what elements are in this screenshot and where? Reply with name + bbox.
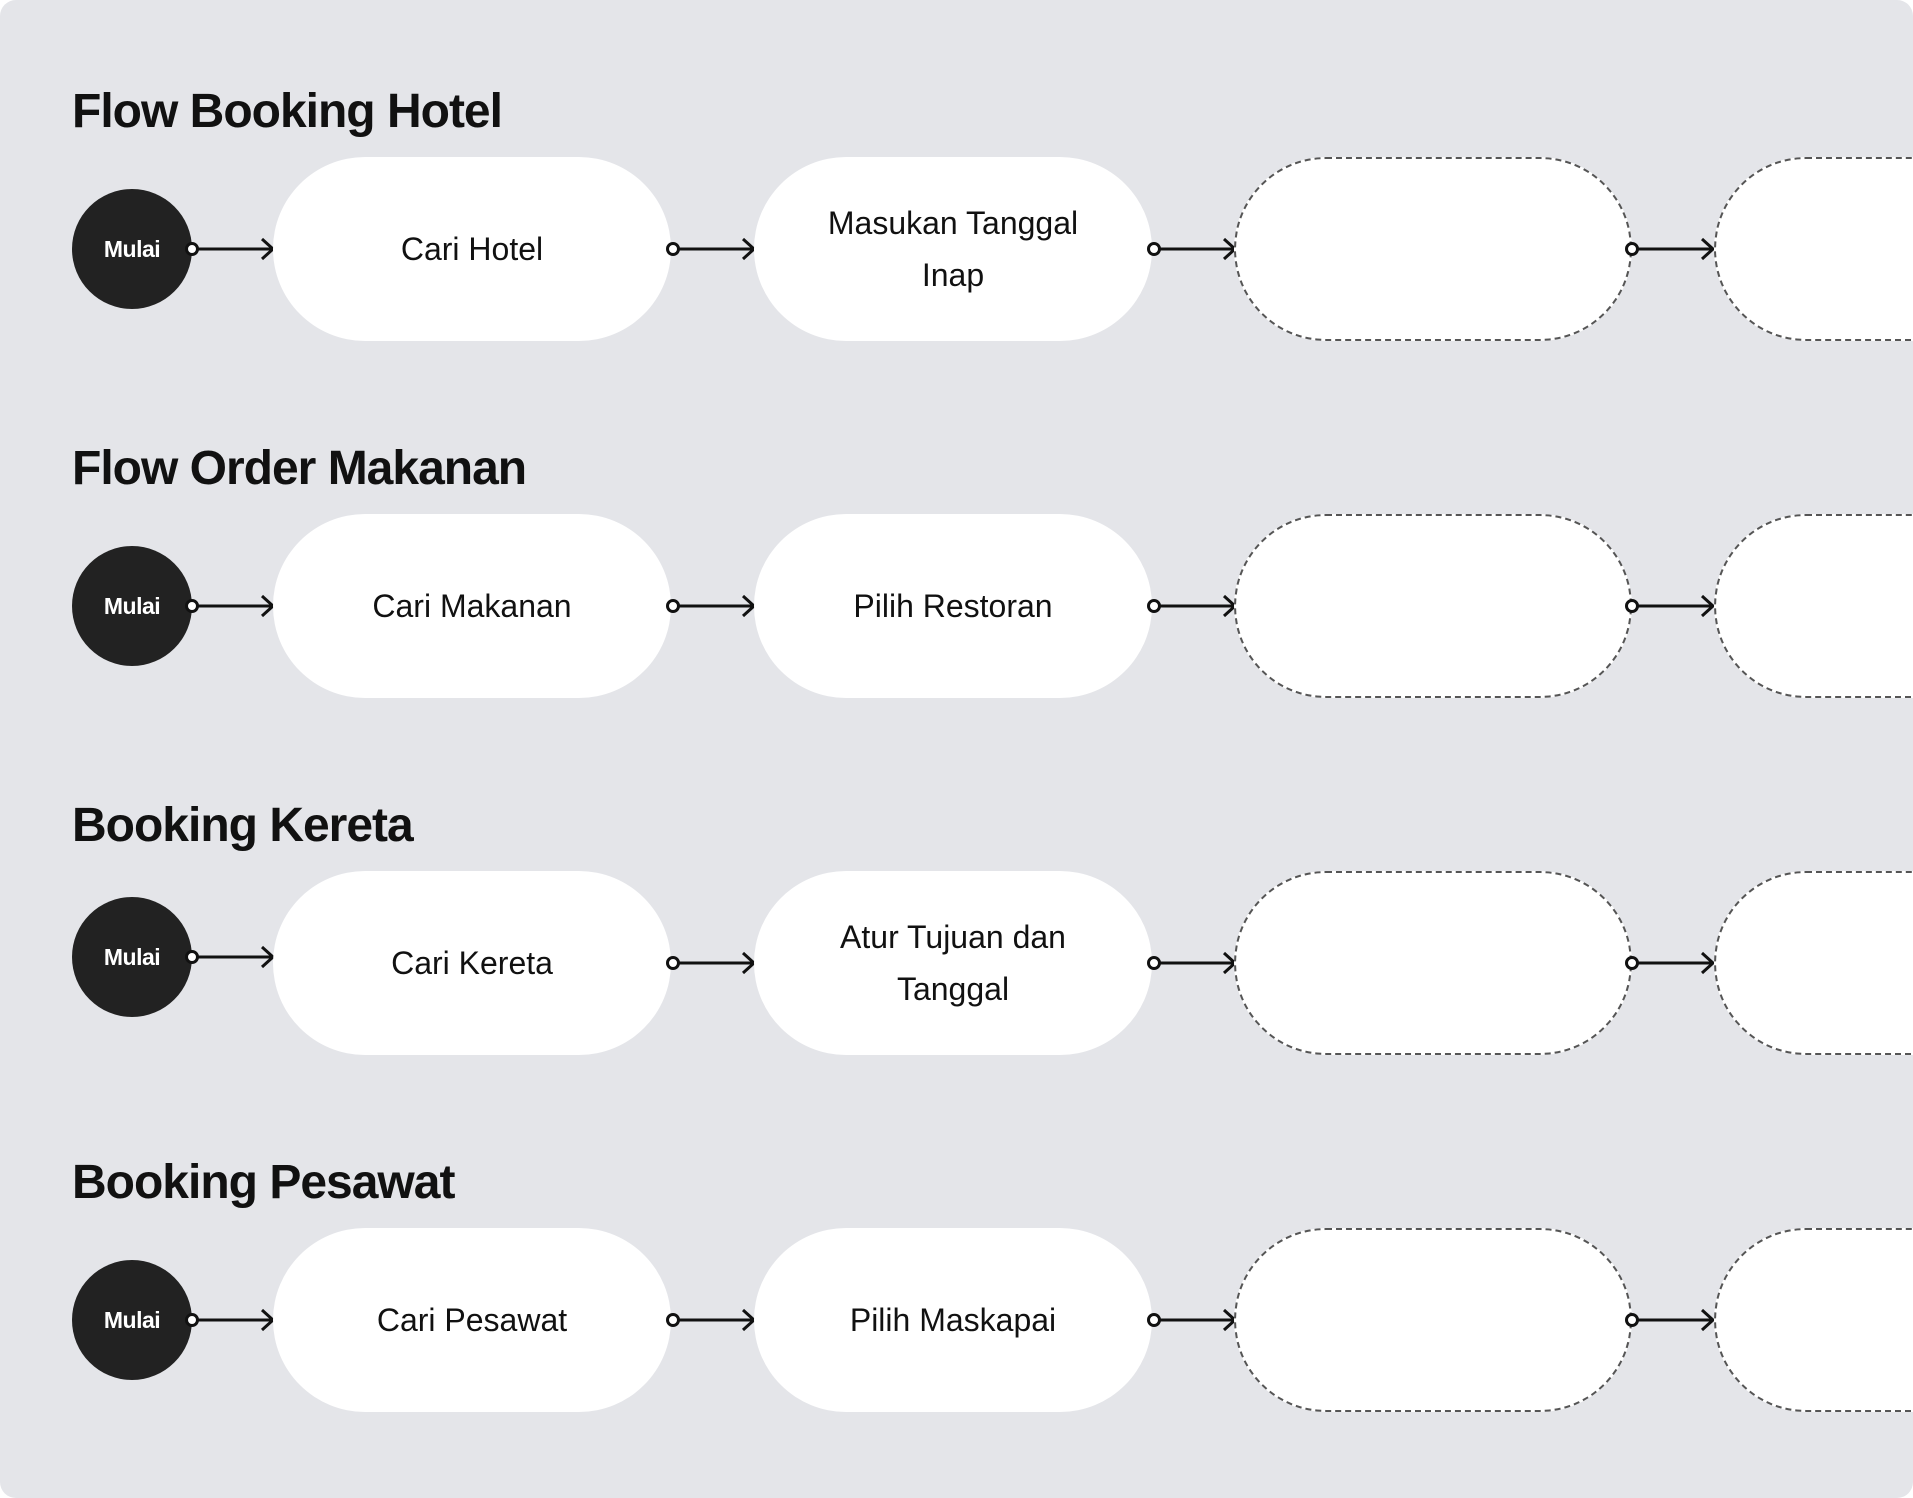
start-label: Mulai — [103, 592, 161, 619]
empty-step-placeholder[interactable] — [1234, 514, 1632, 698]
step-label: Cari Hotel — [400, 231, 544, 267]
flow-booking-hotel: Flow Booking Hotel Mulai Cari Hotel Masu… — [0, 0, 1913, 341]
arrow-connector — [185, 594, 276, 618]
arrow-connector — [185, 237, 276, 261]
step-node[interactable]: Cari Makanan — [273, 514, 671, 698]
empty-step-placeholder[interactable] — [1234, 871, 1632, 1055]
empty-step-placeholder[interactable] — [1714, 157, 1913, 341]
arrow-connector — [666, 594, 757, 618]
arrow-connector — [1625, 594, 1716, 618]
start-label: Mulai — [103, 235, 161, 262]
arrow-connector — [185, 945, 276, 969]
arrow-connector — [1147, 951, 1238, 975]
flow-title: Booking Kereta — [72, 799, 414, 852]
step-node[interactable]: Masukan Tanggal Inap — [754, 157, 1152, 341]
arrow-connector — [1625, 237, 1716, 261]
step-node[interactable]: Pilih Restoran — [754, 514, 1152, 698]
arrow-connector — [1147, 594, 1238, 618]
step-label: Cari Kereta — [391, 945, 553, 981]
start-node[interactable]: Mulai — [72, 189, 192, 309]
step-label: Cari Pesawat — [376, 1302, 568, 1338]
flow-booking-pesawat: Booking Pesawat Mulai Cari Pesawat Pilih… — [0, 1071, 1913, 1412]
arrow-connector — [1147, 237, 1238, 261]
empty-step-placeholder[interactable] — [1714, 871, 1913, 1055]
empty-step-placeholder[interactable] — [1714, 514, 1913, 698]
empty-step-placeholder[interactable] — [1234, 1228, 1632, 1412]
step-label: Pilih Maskapai — [849, 1302, 1057, 1338]
arrow-connector — [185, 1308, 276, 1332]
flow-title: Flow Order Makanan — [72, 442, 527, 495]
flow-title: Booking Pesawat — [72, 1156, 455, 1209]
arrow-connector — [1625, 1308, 1716, 1332]
step-node[interactable]: Cari Hotel — [273, 157, 671, 341]
start-node[interactable]: Mulai — [72, 546, 192, 666]
arrow-connector — [666, 1308, 757, 1332]
arrow-connector — [666, 951, 757, 975]
arrow-connector — [1147, 1308, 1238, 1332]
start-label: Mulai — [103, 1306, 161, 1333]
empty-step-placeholder[interactable] — [1714, 1228, 1913, 1412]
flow-order-makanan: Flow Order Makanan Mulai Cari Makanan Pi… — [0, 357, 1913, 698]
step-label: Atur Tujuan dan Tanggal — [840, 919, 1066, 1007]
step-node[interactable]: Cari Pesawat — [273, 1228, 671, 1412]
start-label: Mulai — [103, 943, 161, 970]
flow-title: Flow Booking Hotel — [72, 85, 503, 138]
step-label: Pilih Restoran — [853, 588, 1053, 624]
start-node[interactable]: Mulai — [72, 1260, 192, 1380]
arrow-connector — [666, 237, 757, 261]
step-node[interactable]: Cari Kereta — [273, 871, 671, 1055]
step-label: Masukan Tanggal Inap — [827, 205, 1079, 293]
start-node[interactable]: Mulai — [72, 897, 192, 1017]
empty-step-placeholder[interactable] — [1234, 157, 1632, 341]
arrow-connector — [1625, 951, 1716, 975]
flow-booking-kereta: Booking Kereta Mulai Cari Kereta Atur Tu… — [0, 714, 1913, 1055]
step-node[interactable]: Pilih Maskapai — [754, 1228, 1152, 1412]
step-node[interactable]: Atur Tujuan dan Tanggal — [754, 871, 1152, 1055]
step-label: Cari Makanan — [372, 588, 572, 624]
